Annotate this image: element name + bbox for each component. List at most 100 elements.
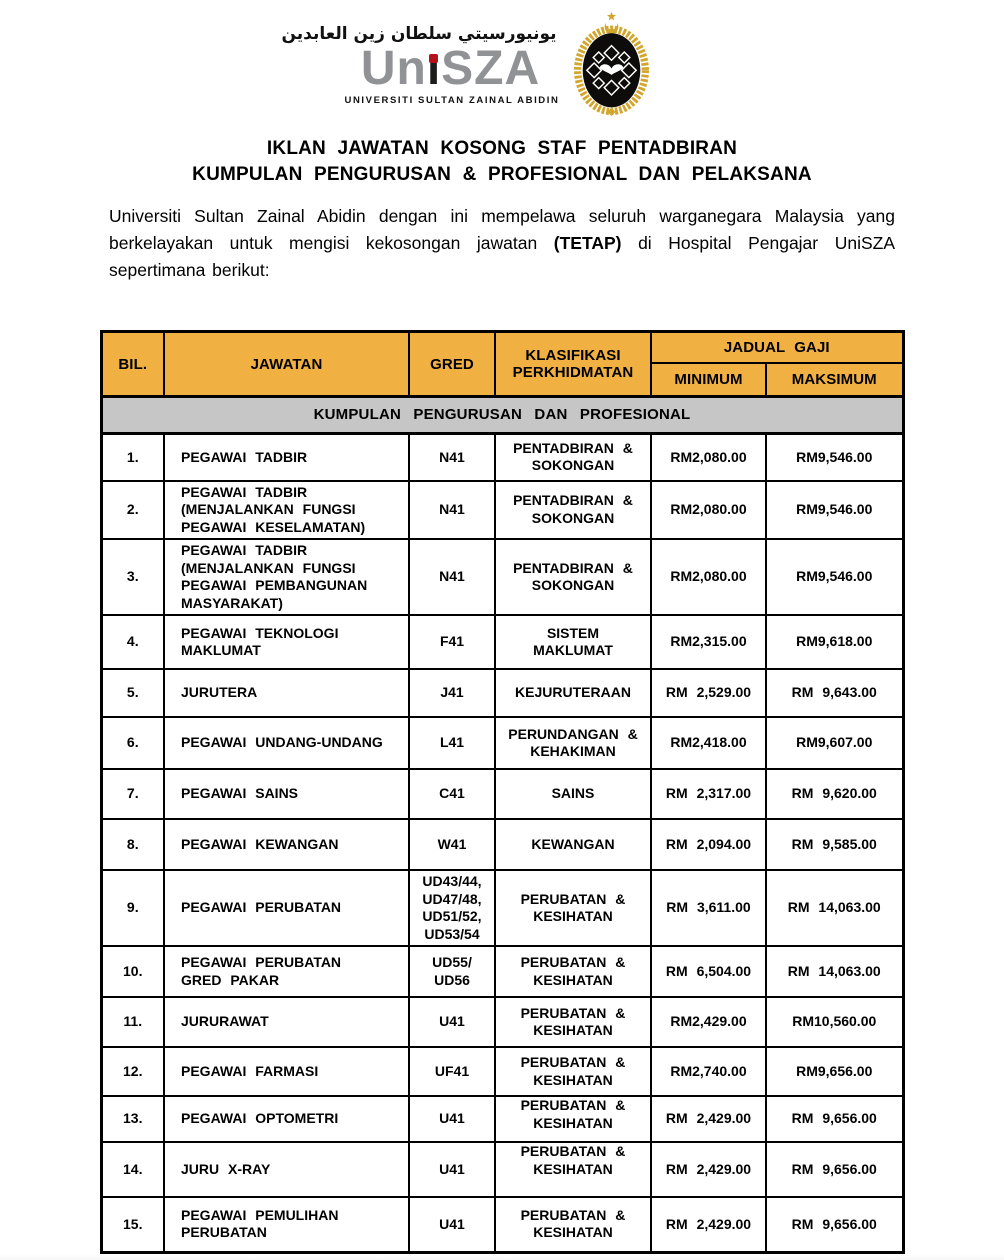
cell-gred: U41 xyxy=(408,1196,496,1253)
cell-maksimum: RM9,546.00 xyxy=(765,538,904,616)
cell-gred: N41 xyxy=(408,432,496,482)
header-minimum: MINIMUM xyxy=(650,361,767,398)
cell-klasifikasi: PENTADBIRAN & SOKONGAN xyxy=(494,538,652,616)
table-header: BIL. JAWATAN GRED KLASIFIKASI PERKHIDMAT… xyxy=(100,330,904,398)
cell-jawatan: JURU X-RAY xyxy=(163,1141,410,1198)
cell-bil: 7. xyxy=(100,768,165,820)
table-row: 11. JURURAWAT U41 PERUBATAN & KESIHATAN … xyxy=(100,996,904,1048)
cell-klasifikasi: PERUBATAN & KESIHATAN xyxy=(494,1095,652,1143)
cell-jawatan: JURURAWAT xyxy=(163,996,410,1048)
cell-klasifikasi: SAINS xyxy=(494,768,652,820)
cell-minimum: RM 2,529.00 xyxy=(650,668,767,718)
unisza-emblem-icon xyxy=(573,11,649,116)
table-row: 12. PEGAWAI FARMASI UF41 PERUBATAN & KES… xyxy=(100,1046,904,1097)
cell-jawatan: PEGAWAI KEWANGAN xyxy=(163,818,410,871)
table-row: 9. PEGAWAI PERUBATAN UD43/44, UD47/48, U… xyxy=(100,869,904,947)
title-line-2: KUMPULAN PENGURUSAN & PROFESIONAL DAN PE… xyxy=(192,164,812,185)
cell-minimum: RM 2,429.00 xyxy=(650,1196,767,1253)
cell-klasifikasi: PERUBATAN & KESIHATAN xyxy=(494,869,652,947)
cell-minimum: RM 2,094.00 xyxy=(650,818,767,871)
cell-minimum: RM2,080.00 xyxy=(650,538,767,616)
cell-maksimum: RM9,546.00 xyxy=(765,479,904,540)
table-row: 15. PEGAWAI PEMULIHAN PERUBATAN U41 PERU… xyxy=(100,1196,904,1253)
cell-maksimum: RM 9,656.00 xyxy=(765,1141,904,1198)
cell-minimum: RM2,315.00 xyxy=(650,614,767,670)
table-row: 3. PEGAWAI TADBIR (MENJALANKAN FUNGSI PE… xyxy=(100,538,904,616)
table-row: 8. PEGAWAI KEWANGAN W41 KEWANGAN RM 2,09… xyxy=(100,818,904,871)
cell-bil: 6. xyxy=(100,716,165,770)
cell-jawatan: PEGAWAI PERUBATAN xyxy=(163,869,410,947)
cell-klasifikasi: PERUBATAN & KESIHATAN xyxy=(494,945,652,998)
cell-maksimum: RM 14,063.00 xyxy=(765,945,904,998)
cell-bil: 13. xyxy=(100,1095,165,1143)
unisza-wordmark: Unı SZA xyxy=(345,45,557,93)
cell-bil: 1. xyxy=(100,432,165,482)
cell-minimum: RM 2,429.00 xyxy=(650,1141,767,1198)
cell-gred: UD55/ UD56 xyxy=(408,945,496,998)
section-label: KUMPULAN PENGURUSAN DAN PROFESIONAL xyxy=(100,395,904,435)
cell-jawatan: PEGAWAI TADBIR (MENJALANKAN FUNGSI PEGAW… xyxy=(163,479,410,540)
intro-line-2-pre: berkelayakan untuk mengisi kekosongan ja… xyxy=(109,233,554,253)
table-row: 10. PEGAWAI PERUBATAN GRED PAKAR UD55/ U… xyxy=(100,945,904,998)
cell-gred: U41 xyxy=(408,1141,496,1198)
cell-jawatan: PEGAWAI SAINS xyxy=(163,768,410,820)
intro-line-2: berkelayakan untuk mengisi kekosongan ja… xyxy=(109,230,895,257)
cell-jawatan: PEGAWAI PERUBATAN GRED PAKAR xyxy=(163,945,410,998)
cell-klasifikasi: PERUBATAN & KESIHATAN xyxy=(494,1196,652,1253)
cell-klasifikasi: KEWANGAN xyxy=(494,818,652,871)
cell-gred: N41 xyxy=(408,479,496,540)
cell-bil: 3. xyxy=(100,538,165,616)
cell-gred: U41 xyxy=(408,996,496,1048)
cell-maksimum: RM 9,620.00 xyxy=(765,768,904,820)
header-bil: BIL. xyxy=(100,330,165,398)
cell-maksimum: RM9,546.00 xyxy=(765,432,904,482)
cell-minimum: RM 6,504.00 xyxy=(650,945,767,998)
cell-jawatan: PEGAWAI PEMULIHAN PERUBATAN xyxy=(163,1196,410,1253)
intro-line-1: Universiti Sultan Zainal Abidin dengan i… xyxy=(109,206,895,226)
intro-tetap-bold: (TETAP) xyxy=(553,233,622,253)
table-row: 14. JURU X-RAY U41 PERUBATAN & KESIHATAN… xyxy=(100,1141,904,1198)
page-bottom-shade xyxy=(0,1253,1004,1260)
unisza-logo: يونيورسيتي سلطان زين العابدين Unı SZA UNI… xyxy=(0,0,1004,118)
cell-minimum: RM2,740.00 xyxy=(650,1046,767,1097)
cell-jawatan: PEGAWAI OPTOMETRI xyxy=(163,1095,410,1143)
table-row: 7. PEGAWAI SAINS C41 SAINS RM 2,317.00 R… xyxy=(100,768,904,820)
cell-minimum: RM2,080.00 xyxy=(650,432,767,482)
cell-maksimum: RM9,618.00 xyxy=(765,614,904,670)
cell-minimum: RM2,418.00 xyxy=(650,716,767,770)
intro-line-2-post: di Hospital Pengajar UniSZA xyxy=(621,233,895,253)
header-klasifikasi: KLASIFIKASI PERKHIDMATAN xyxy=(494,330,652,398)
cell-bil: 12. xyxy=(100,1046,165,1097)
table-row: 1. PEGAWAI TADBIR N41 PENTADBIRAN & SOKO… xyxy=(100,432,904,482)
cell-jawatan: PEGAWAI FARMASI xyxy=(163,1046,410,1097)
logo-subtitle: UNIVERSITI SULTAN ZAINAL ABIDIN xyxy=(344,94,560,106)
cell-klasifikasi: KEJURUTERAAN xyxy=(494,668,652,718)
cell-gred: J41 xyxy=(408,668,496,718)
table-row: 2. PEGAWAI TADBIR (MENJALANKAN FUNGSI PE… xyxy=(100,479,904,540)
cell-gred: U41 xyxy=(408,1095,496,1143)
unisza-wordmark-block: يونيورسيتي سلطان زين العابدين Unı SZA UNI… xyxy=(281,22,560,106)
cell-gred: L41 xyxy=(408,716,496,770)
cell-klasifikasi: PERUBATAN & KESIHATAN xyxy=(494,1046,652,1097)
cell-maksimum: RM 9,656.00 xyxy=(765,1095,904,1143)
cell-jawatan: PEGAWAI TADBIR xyxy=(163,432,410,482)
cell-minimum: RM2,080.00 xyxy=(650,479,767,540)
cell-maksimum: RM9,656.00 xyxy=(765,1046,904,1097)
cell-gred: W41 xyxy=(408,818,496,871)
cell-maksimum: RM 14,063.00 xyxy=(765,869,904,947)
table-row: 5. JURUTERA J41 KEJURUTERAAN RM 2,529.00… xyxy=(100,668,904,718)
cell-jawatan: JURUTERA xyxy=(163,668,410,718)
cell-bil: 10. xyxy=(100,945,165,998)
cell-gred: UD43/44, UD47/48, UD51/52, UD53/54 xyxy=(408,869,496,947)
cell-klasifikasi: SISTEM MAKLUMAT xyxy=(494,614,652,670)
cell-maksimum: RM 9,656.00 xyxy=(765,1196,904,1253)
cell-minimum: RM 2,317.00 xyxy=(650,768,767,820)
cell-minimum: RM2,429.00 xyxy=(650,996,767,1048)
header-jawatan: JAWATAN xyxy=(163,330,410,398)
section-row: KUMPULAN PENGURUSAN DAN PROFESIONAL xyxy=(100,395,904,435)
cell-klasifikasi: PENTADBIRAN & SOKONGAN xyxy=(494,479,652,540)
header-gred: GRED xyxy=(408,330,496,398)
red-dot-icon xyxy=(428,54,438,64)
wordmark-un: Un xyxy=(360,42,427,96)
cell-minimum: RM 3,611.00 xyxy=(650,869,767,947)
